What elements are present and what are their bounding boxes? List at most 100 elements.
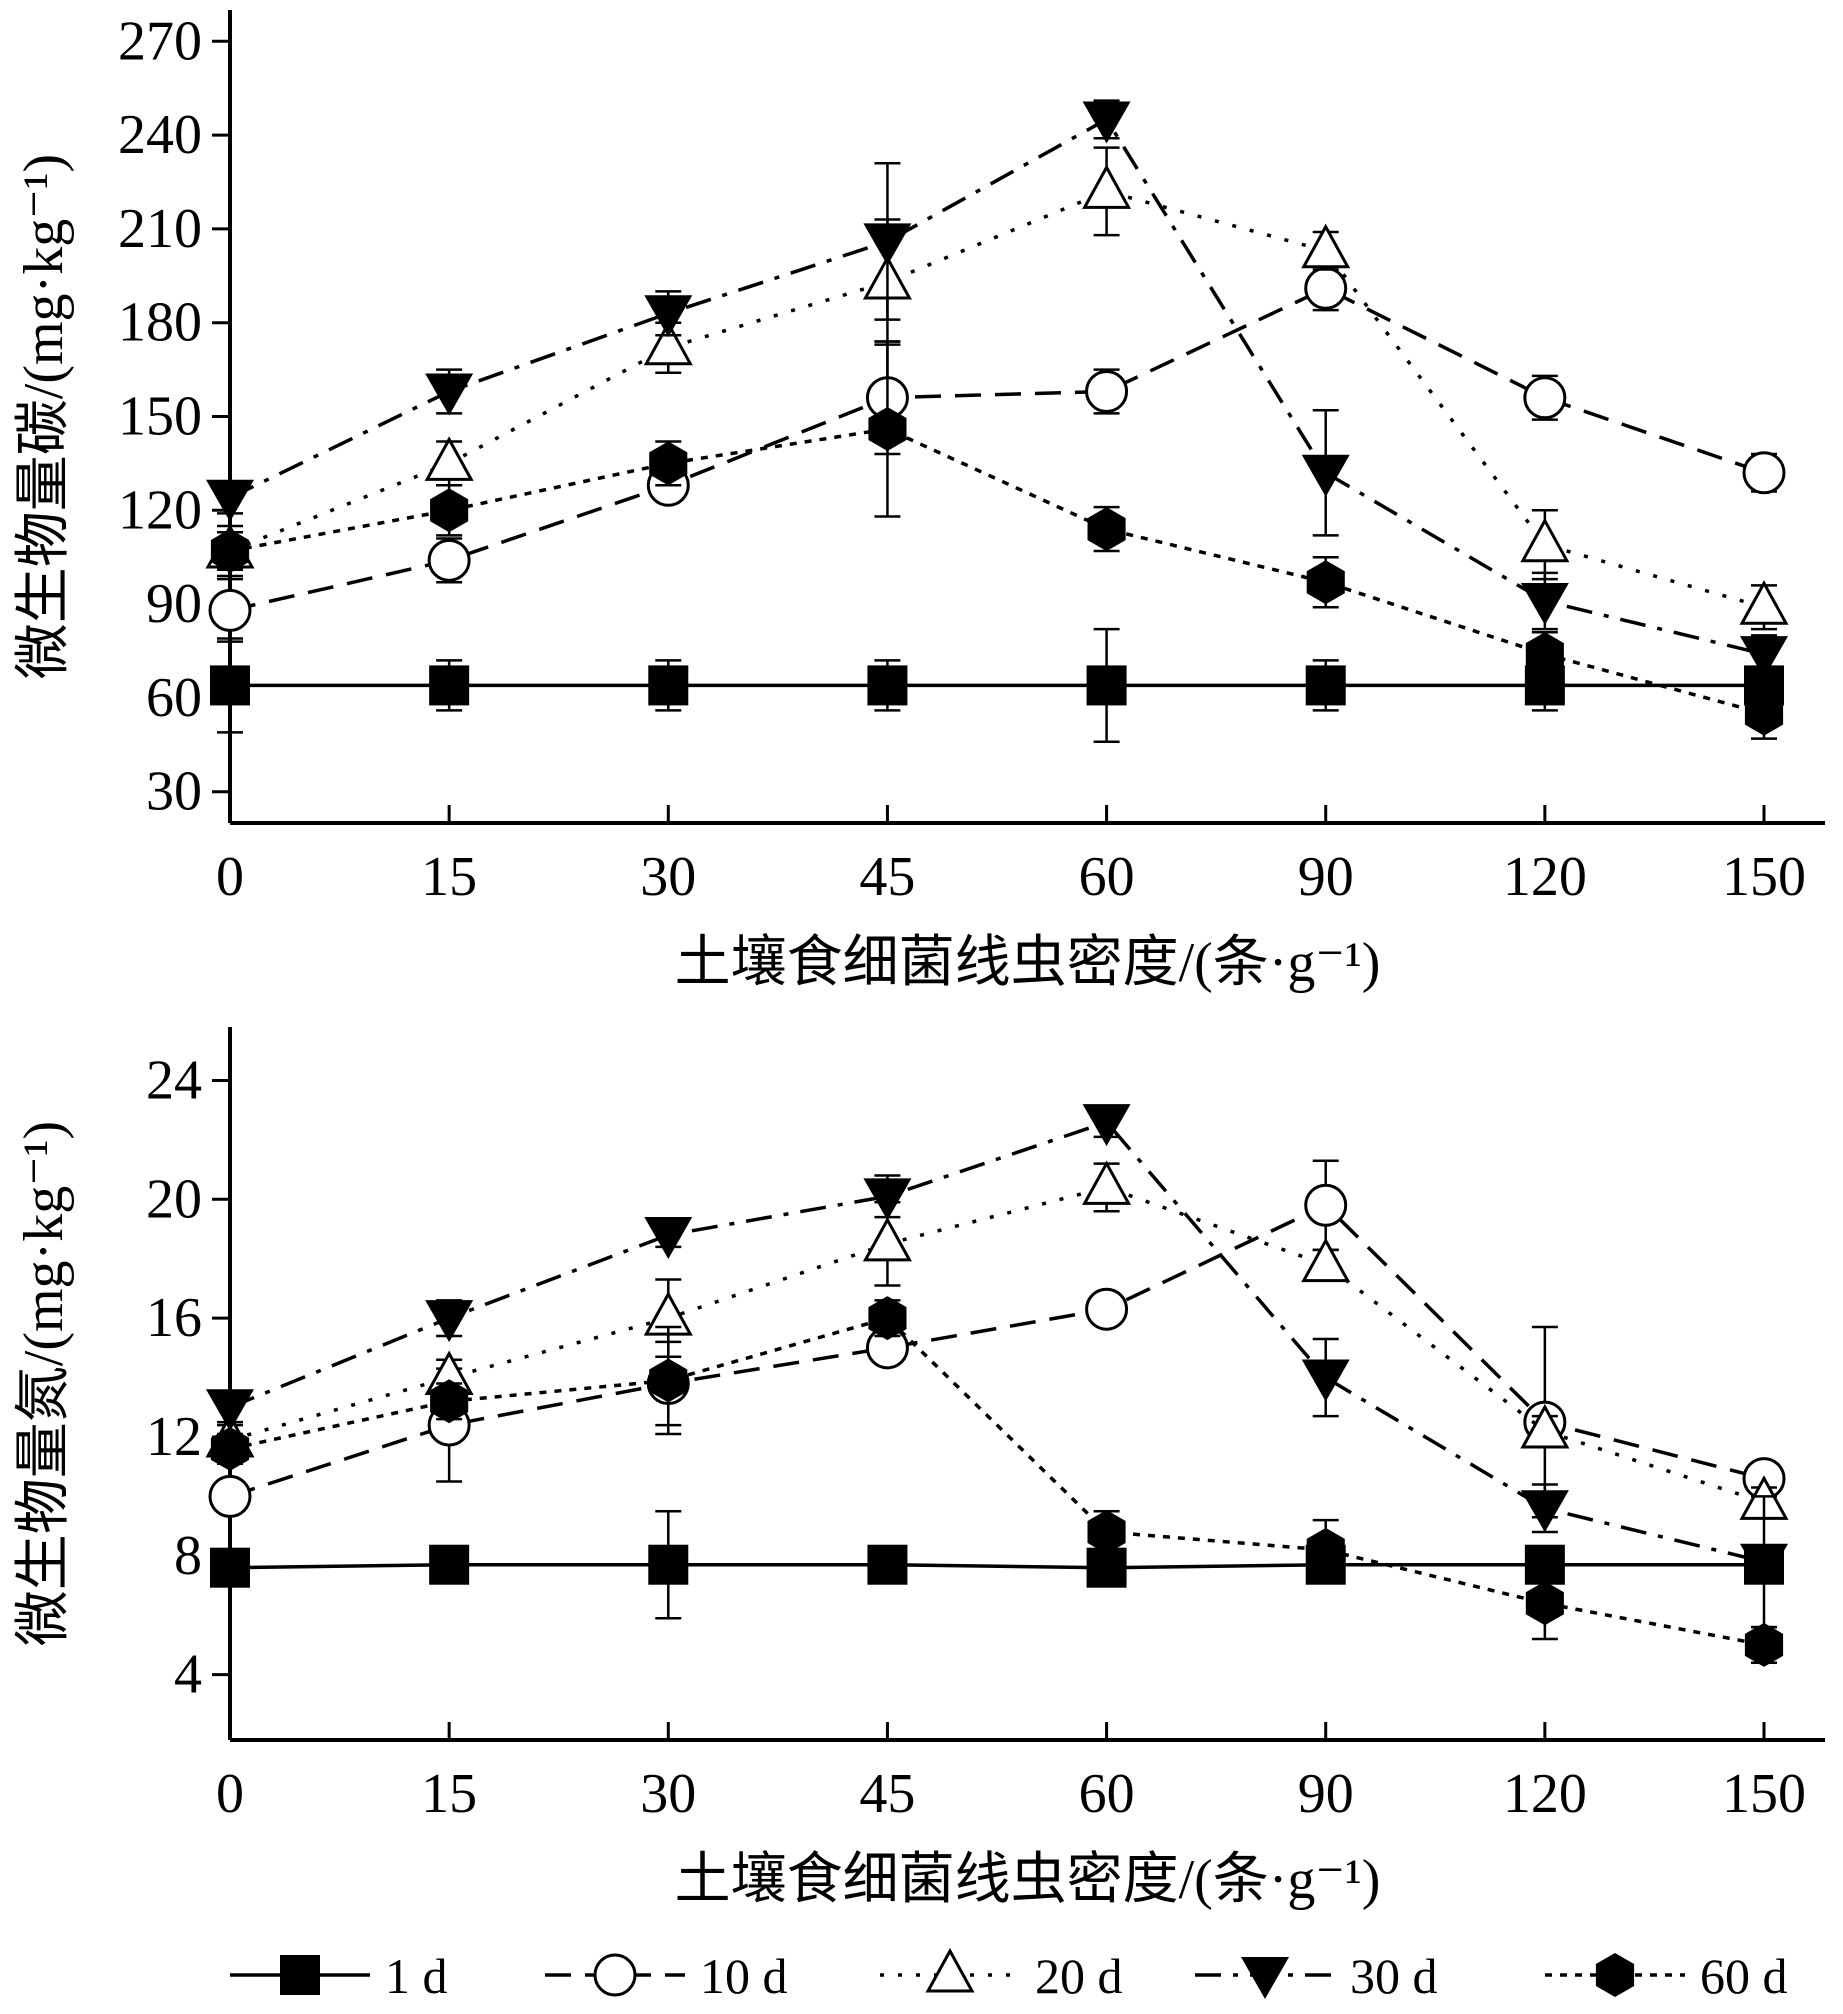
data-point-1d: [1086, 665, 1127, 706]
data-point-30d: [863, 1178, 912, 1221]
data-point-1d: [1305, 665, 1346, 706]
legend-item-1d: 1 d: [230, 1948, 448, 2004]
data-point-60d: [1525, 632, 1564, 677]
data-point-1d: [210, 1547, 250, 1588]
x-tick-label: 45: [859, 846, 915, 908]
y-tick-label: 60: [146, 667, 202, 729]
y-tick-label: 4: [174, 1644, 202, 1706]
data-point-30d: [1520, 1490, 1569, 1533]
legend-label: 60 d: [1700, 1948, 1788, 2004]
legend-marker: [280, 1955, 320, 1995]
y-tick-label: 210: [118, 198, 202, 260]
x-tick-label: 90: [1298, 1763, 1354, 1825]
x-axis-title: 土壤食细菌线虫密度/(条·g⁻¹): [675, 1849, 1381, 1911]
data-point-60d: [1306, 560, 1345, 605]
data-point-10d: [427, 538, 471, 582]
legend-label: 30 d: [1350, 1948, 1438, 2004]
data-point-30d: [863, 223, 912, 266]
x-tick-label: 120: [1503, 1763, 1587, 1825]
y-tick-label: 20: [146, 1168, 202, 1230]
data-point-10d: [1085, 369, 1129, 413]
data-point-30d: [1301, 1359, 1350, 1402]
x-tick-label: 30: [640, 846, 696, 908]
data-point-60d: [430, 1379, 469, 1424]
data-point-10d: [208, 1474, 252, 1518]
legend-label: 1 d: [385, 1948, 448, 2004]
legend: 1 d 10 d 20 d 30 d 60 d: [230, 1947, 1788, 2004]
x-tick-label: 90: [1298, 846, 1354, 908]
x-tick-label: 60: [1079, 1763, 1135, 1825]
series-line-20d: [229, 189, 1765, 609]
series-20d: [205, 1160, 1789, 1520]
data-point-60d: [1744, 691, 1784, 736]
data-point-30d: [1740, 636, 1788, 679]
x-tick-label: 45: [859, 1763, 915, 1825]
panel-microbial-biomass-carbon: 30 60 90 120 150 180 210 240 270 0 15 30 45 60 90 120 15…: [13, 10, 1825, 994]
data-point-20d: [1301, 1237, 1351, 1283]
data-point-20d: [643, 320, 693, 366]
data-point-10d: [1304, 266, 1348, 310]
y-tick-label: 120: [118, 479, 202, 541]
y-tick-label: 270: [118, 10, 202, 72]
data-point-60d: [868, 1296, 907, 1341]
panel-microbial-biomass-nitrogen: 4 8 12 16 20 24 0 15 30 45 60 90 120 150 土壤食细菌线虫密度/(条·…: [13, 1027, 1825, 1911]
data-point-60d: [649, 441, 688, 486]
legend-item-10d: 10 d: [545, 1948, 788, 2004]
data-point-60d: [210, 529, 250, 573]
legend-item-30d: 30 d: [1195, 1948, 1438, 2004]
y-axis-title: 微生物量氮/(mg·kg⁻¹): [13, 1121, 75, 1646]
data-point-30d: [206, 479, 254, 522]
series-60d: [210, 1296, 1784, 1667]
x-tick-label: 15: [421, 1763, 477, 1825]
data-point-30d: [1520, 582, 1569, 625]
legend-marker: [925, 1947, 975, 1993]
data-point-60d: [430, 488, 469, 533]
legend-marker: [593, 1953, 637, 1997]
legend-item-20d: 20 d: [880, 1947, 1123, 2004]
y-tick-label: 90: [146, 573, 202, 635]
data-point-10d: [1304, 1183, 1348, 1227]
data-point-1d: [648, 1544, 689, 1585]
data-point-60d: [649, 1358, 688, 1403]
data-point-20d: [1301, 223, 1351, 269]
data-point-60d: [868, 407, 907, 451]
data-point-30d: [425, 373, 474, 416]
data-point-1d: [210, 665, 250, 706]
legend-label: 10 d: [700, 1948, 788, 2004]
data-point-10d: [1085, 1287, 1129, 1331]
legend-marker: [1241, 1957, 1289, 1999]
x-tick-label: 0: [216, 1763, 244, 1825]
data-point-60d: [1525, 1581, 1564, 1626]
data-point-20d: [1082, 1160, 1132, 1205]
data-point-30d: [644, 1216, 693, 1259]
data-point-1d: [429, 1544, 470, 1585]
y-tick-label: 24: [146, 1049, 202, 1111]
data-point-1d: [1086, 1547, 1127, 1588]
series-30d: [206, 99, 1788, 679]
x-tick-label: 15: [421, 846, 477, 908]
x-tick-label: 60: [1079, 846, 1135, 908]
x-axis-title: 土壤食细菌线虫密度/(条·g⁻¹): [675, 932, 1381, 994]
data-point-30d: [206, 1389, 254, 1432]
data-point-1d: [867, 665, 908, 706]
series-line-10d: [229, 286, 1765, 613]
data-point-10d: [1523, 376, 1567, 420]
data-point-60d: [210, 1426, 250, 1471]
data-point-20d: [1520, 1403, 1570, 1449]
legend-marker: [1595, 1953, 1635, 1997]
data-point-20d: [1082, 164, 1132, 209]
series-1d: [210, 627, 1784, 743]
series-1d: [210, 1509, 1784, 1620]
y-tick-label: 240: [118, 104, 202, 166]
legend-label: 20 d: [1035, 1948, 1123, 2004]
data-point-30d: [644, 295, 693, 338]
y-axis-title: 微生物量碳/(mg·kg⁻¹): [13, 154, 75, 679]
x-tick-label: 30: [640, 1763, 696, 1825]
y-tick-label: 150: [118, 386, 202, 448]
series-line-20d: [229, 1185, 1765, 1504]
data-point-20d: [1520, 517, 1570, 563]
y-tick-label: 8: [174, 1525, 202, 1587]
series-line-30d: [229, 1120, 1765, 1564]
x-tick-label: 0: [216, 846, 244, 908]
data-point-10d: [1742, 451, 1786, 495]
